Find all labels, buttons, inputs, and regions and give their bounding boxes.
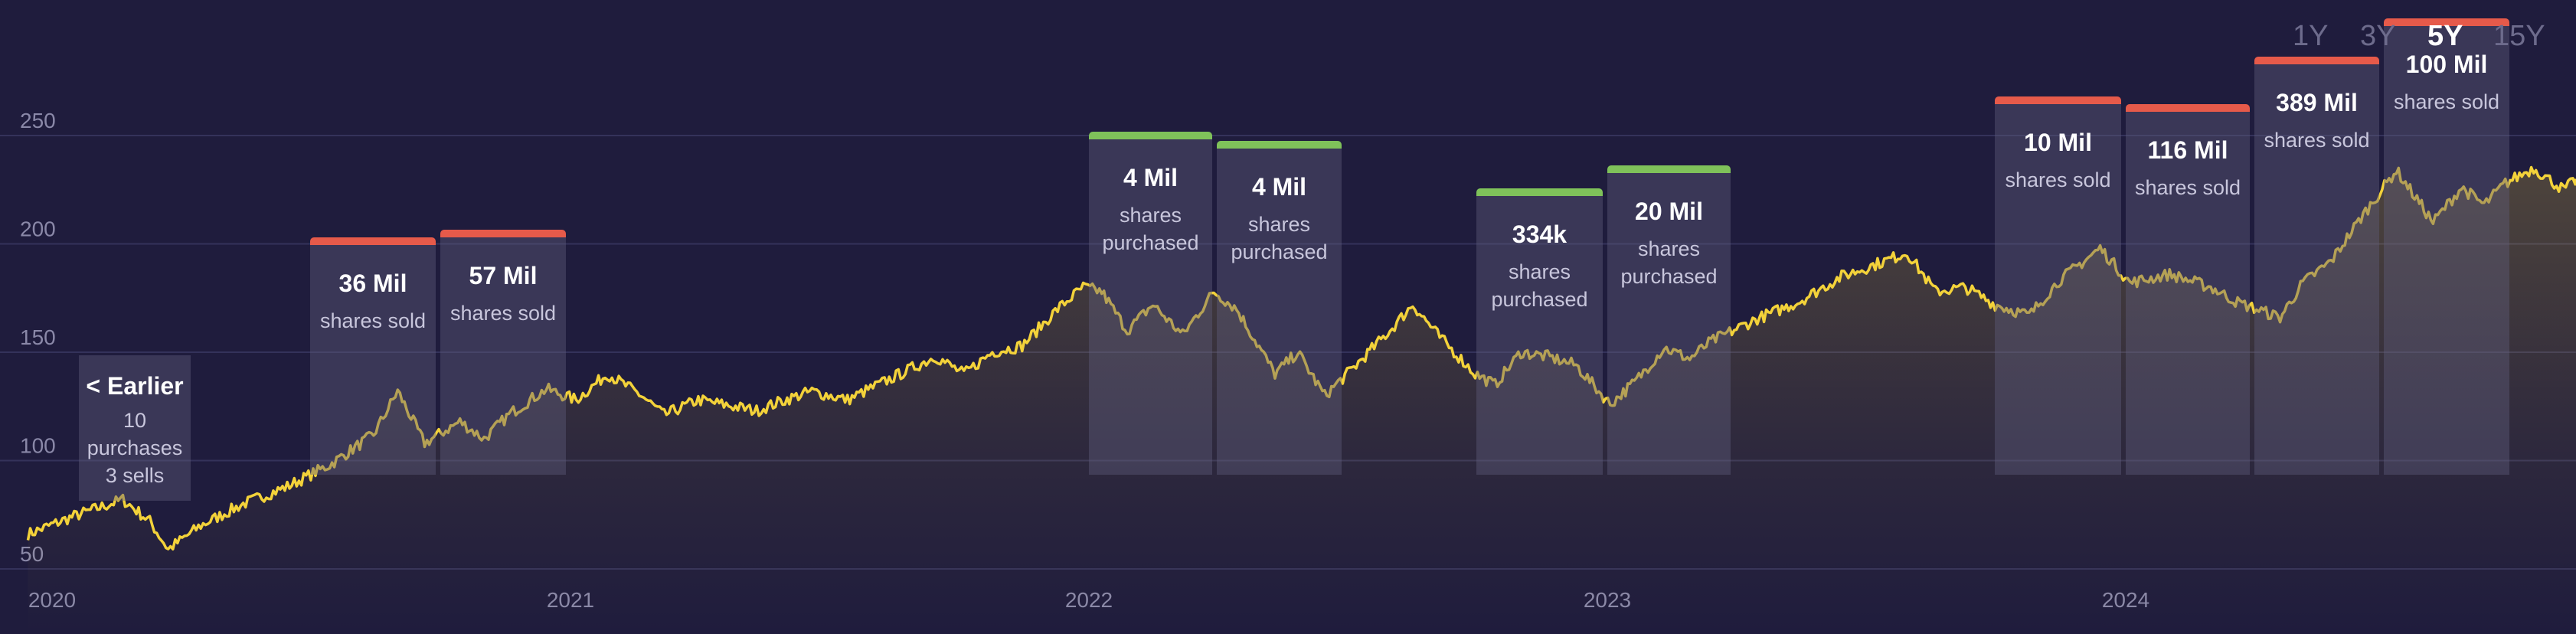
trade-box-buy[interactable]: 20 Mil shares purchased bbox=[1607, 165, 1731, 475]
range-tab-3y[interactable]: 3Y bbox=[2360, 20, 2396, 52]
trade-amount: < Earlier bbox=[86, 372, 184, 400]
trade-box-sell[interactable]: 57 Mil shares sold bbox=[440, 230, 566, 475]
trade-action: 10 purchases bbox=[87, 409, 183, 459]
sale-indicator-bar bbox=[2384, 18, 2509, 26]
y-axis-labels: 50100150200250 bbox=[20, 109, 56, 566]
sale-indicator-bar bbox=[310, 237, 436, 245]
y-tick-label: 100 bbox=[20, 434, 56, 458]
trade-box-sell[interactable]: 100 Mil shares sold bbox=[2384, 18, 2509, 475]
trade-action: shares purchased bbox=[1491, 260, 1588, 311]
y-tick-label: 150 bbox=[20, 325, 56, 349]
trade-amount: 57 Mil bbox=[469, 262, 538, 289]
purchase-indicator-bar bbox=[1607, 165, 1731, 173]
trade-action: shares purchased bbox=[1102, 204, 1199, 254]
sale-indicator-bar bbox=[440, 230, 566, 237]
trade-box-buy[interactable]: 4 Mil shares purchased bbox=[1089, 132, 1212, 475]
trade-box-sell[interactable]: 389 Mil shares sold bbox=[2254, 57, 2379, 475]
range-tab-15y[interactable]: 15Y bbox=[2493, 20, 2545, 52]
trade-action-secondary: 3 sells bbox=[105, 464, 165, 487]
trade-amount: 100 Mil bbox=[2405, 51, 2488, 78]
trade-action: shares sold bbox=[2264, 129, 2370, 152]
price-area-fill bbox=[28, 167, 2576, 634]
range-selector: 1Y 3Y 5Y 15Y bbox=[2282, 20, 2565, 66]
range-tab-1y[interactable]: 1Y bbox=[2293, 20, 2329, 52]
earlier-trades-box[interactable]: < Earlier 10 purchases 3 sells bbox=[79, 355, 191, 501]
trade-box-buy[interactable]: 4 Mil shares purchased bbox=[1217, 141, 1342, 475]
trade-amount: 116 Mil bbox=[2147, 136, 2228, 164]
trade-amount: 389 Mil bbox=[2276, 89, 2358, 116]
sale-indicator-bar bbox=[2254, 57, 2379, 64]
trade-amount: 4 Mil bbox=[1123, 164, 1178, 191]
trade-action: shares sold bbox=[2134, 176, 2241, 199]
trade-action: shares sold bbox=[449, 302, 557, 325]
price-line bbox=[26, 165, 2576, 551]
trade-action: shares sold bbox=[319, 309, 427, 332]
purchase-indicator-bar bbox=[1476, 188, 1603, 196]
purchase-indicator-bar bbox=[1217, 141, 1342, 149]
trade-action: shares sold bbox=[2005, 168, 2111, 191]
trade-box-sell[interactable]: 10 Mil shares sold bbox=[1995, 96, 2121, 475]
trade-amount: 36 Mil bbox=[338, 270, 407, 297]
sale-indicator-bar bbox=[1995, 96, 2121, 104]
trade-amount: 334k bbox=[1512, 221, 1568, 248]
trade-action: shares sold bbox=[2393, 90, 2500, 113]
trade-action: shares purchased bbox=[1620, 237, 1718, 288]
y-tick-label: 200 bbox=[20, 217, 56, 241]
purchase-indicator-bar bbox=[1089, 132, 1212, 139]
trade-amount: 20 Mil bbox=[1635, 198, 1703, 225]
trade-amount: 10 Mil bbox=[2024, 129, 2092, 156]
trade-amount: 4 Mil bbox=[1251, 173, 1307, 201]
sale-indicator-bar bbox=[2126, 104, 2250, 112]
trade-box-sell[interactable]: 116 Mil shares sold bbox=[2126, 104, 2250, 475]
trade-action: shares purchased bbox=[1231, 213, 1328, 263]
trade-box-sell[interactable]: 36 Mil shares sold bbox=[310, 237, 436, 475]
y-tick-label: 250 bbox=[20, 109, 56, 132]
range-tab-5y[interactable]: 5Y bbox=[2427, 20, 2463, 52]
trade-box-buy[interactable]: 334k shares purchased bbox=[1476, 188, 1603, 475]
